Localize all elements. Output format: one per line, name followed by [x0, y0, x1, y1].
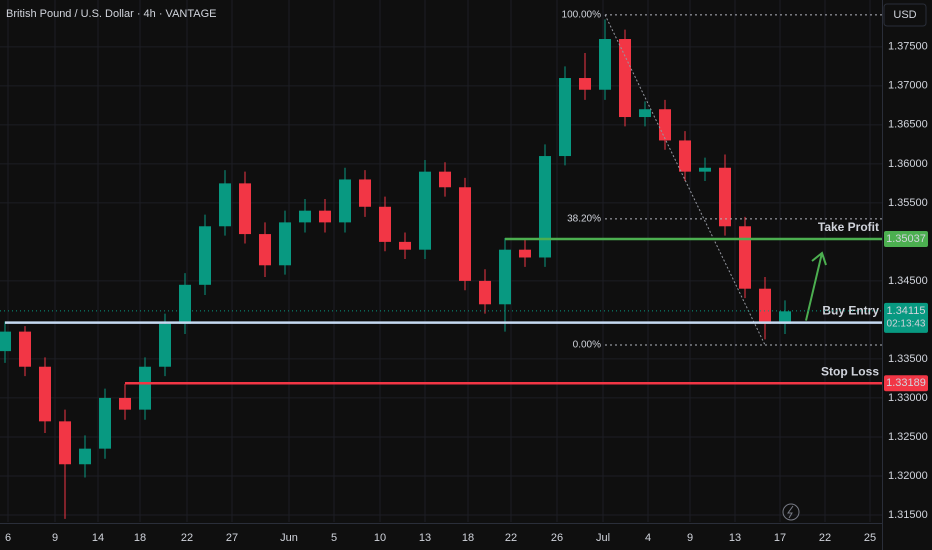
lightning-icon — [787, 505, 794, 519]
y-tick-label: 1.36500 — [888, 119, 928, 131]
target-arrow — [805, 251, 827, 321]
candle-body — [679, 140, 691, 172]
lightning-icon[interactable] — [782, 503, 800, 521]
candle-body — [99, 397, 111, 449]
candle-body — [719, 167, 731, 227]
chart-title: British Pound / U.S. Dollar · 4h · VANTA… — [6, 8, 217, 20]
x-tick-label: 13 — [729, 532, 741, 544]
x-tick-label: 22 — [181, 532, 193, 544]
fib-trend-line — [604, 14, 766, 346]
y-tick-label: 1.32500 — [888, 431, 928, 443]
y-tick-label: 1.32000 — [888, 470, 928, 482]
candle-body — [39, 366, 51, 422]
x-tick-label: 18 — [462, 532, 474, 544]
price-tag — [884, 230, 928, 247]
x-tick-label: 26 — [551, 532, 563, 544]
candle-body — [319, 210, 331, 223]
candle-body — [119, 397, 131, 410]
candle-body — [579, 78, 591, 90]
candle-body — [759, 288, 771, 324]
candle-body — [539, 156, 551, 258]
candle-body — [279, 222, 291, 266]
candle-body — [639, 109, 651, 118]
candle-body — [419, 171, 431, 250]
candle-body — [619, 39, 631, 118]
x-tick-label: 22 — [505, 532, 517, 544]
candle-body — [19, 331, 31, 367]
candle-body — [499, 249, 511, 305]
candle-body — [179, 284, 191, 324]
y-tick-label: 1.34500 — [888, 275, 928, 287]
candle-body — [259, 234, 271, 266]
x-tick-label: 22 — [819, 532, 831, 544]
countdown: 02:13:43 — [887, 319, 926, 330]
x-tick-label: 13 — [419, 532, 431, 544]
x-tick-label: 25 — [864, 532, 876, 544]
y-tick-label: 1.37500 — [888, 41, 928, 53]
candle-body — [599, 39, 611, 90]
candle-body — [359, 179, 371, 207]
y-tick-label: 1.33000 — [888, 392, 928, 404]
y-tick-label: 1.33500 — [888, 353, 928, 365]
candle-body — [239, 183, 251, 235]
candle-body — [399, 241, 411, 250]
x-tick-label: 14 — [92, 532, 104, 544]
candle-body — [439, 171, 451, 188]
candle-body — [79, 448, 91, 465]
candle-body — [659, 109, 671, 141]
price-tag — [884, 375, 928, 392]
candle-body — [159, 323, 171, 367]
level-name: Stop Loss — [821, 364, 879, 378]
candle-body — [219, 183, 231, 227]
x-tick-label: 27 — [226, 532, 238, 544]
y-tick-label: 1.35500 — [888, 197, 928, 209]
fib-label: 0.00% — [573, 340, 601, 351]
candle-body — [559, 78, 571, 157]
currency[interactable]: USD — [893, 9, 916, 21]
current-price-label: 1.34115 — [887, 305, 926, 317]
candle-body — [339, 179, 351, 223]
y-tick-label: 1.31500 — [888, 509, 928, 521]
candle-body — [779, 311, 791, 324]
plot: 100.00% 38.20% 0.00% Take Profit Buy Entry St… — [0, 9, 885, 519]
x-tick-label: 18 — [134, 532, 146, 544]
candle-body — [199, 226, 211, 285]
x-tick-label: 5 — [331, 532, 337, 544]
candle-body — [0, 331, 11, 352]
x-tick-label: 9 — [687, 532, 693, 544]
candle-body — [139, 366, 151, 410]
candle-body — [519, 249, 531, 258]
y-tick-label: 1.37000 — [888, 80, 928, 92]
currency-button[interactable] — [883, 3, 927, 27]
x-tick-label: 6 — [5, 532, 11, 544]
level-name: Buy Entry — [822, 304, 879, 318]
candle-body — [459, 187, 471, 281]
candle-body — [739, 226, 751, 289]
fib-label: 100.00% — [562, 9, 602, 20]
level-name: Take Profit — [818, 220, 879, 234]
price-tag-label: 1.33189 — [886, 377, 926, 389]
x-tick-label: 9 — [52, 532, 58, 544]
current-price-tag — [884, 302, 928, 333]
x-tick-label: 17 — [774, 532, 786, 544]
candle-body — [59, 421, 71, 465]
candle-body — [479, 280, 491, 305]
fib-label: 38.20% — [567, 214, 601, 225]
candle-body — [299, 210, 311, 223]
x-tick-label: 10 — [374, 532, 386, 544]
x-tick-label: Jun — [280, 532, 298, 544]
x-tick-label: 4 — [645, 532, 651, 544]
price-tag-label: 1.35037 — [886, 233, 926, 245]
y-tick-label: 1.36000 — [888, 158, 928, 170]
candle-body — [699, 167, 711, 172]
candle-body — [379, 206, 391, 242]
x-tick-label: Jul — [596, 532, 610, 544]
